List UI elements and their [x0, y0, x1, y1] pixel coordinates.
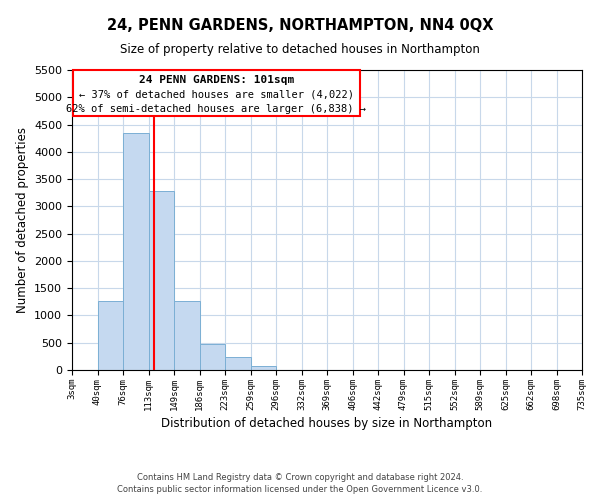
Bar	[174, 300, 199, 370]
Text: Size of property relative to detached houses in Northampton: Size of property relative to detached ho…	[120, 42, 480, 56]
Text: 62% of semi-detached houses are larger (6,838) →: 62% of semi-detached houses are larger (…	[67, 104, 367, 114]
Text: 24 PENN GARDENS: 101sqm: 24 PENN GARDENS: 101sqm	[139, 76, 294, 86]
FancyBboxPatch shape	[73, 70, 360, 116]
Bar	[97, 300, 123, 370]
Bar	[225, 357, 251, 370]
Bar	[251, 366, 276, 370]
Y-axis label: Number of detached properties: Number of detached properties	[16, 127, 29, 313]
Bar	[123, 134, 149, 370]
Bar	[199, 344, 225, 370]
Text: ← 37% of detached houses are smaller (4,022): ← 37% of detached houses are smaller (4,…	[79, 90, 354, 100]
X-axis label: Distribution of detached houses by size in Northampton: Distribution of detached houses by size …	[161, 417, 493, 430]
Text: Contains HM Land Registry data © Crown copyright and database right 2024.: Contains HM Land Registry data © Crown c…	[137, 472, 463, 482]
Text: Contains public sector information licensed under the Open Government Licence v3: Contains public sector information licen…	[118, 485, 482, 494]
Text: 24, PENN GARDENS, NORTHAMPTON, NN4 0QX: 24, PENN GARDENS, NORTHAMPTON, NN4 0QX	[107, 18, 493, 32]
Bar	[149, 190, 174, 370]
